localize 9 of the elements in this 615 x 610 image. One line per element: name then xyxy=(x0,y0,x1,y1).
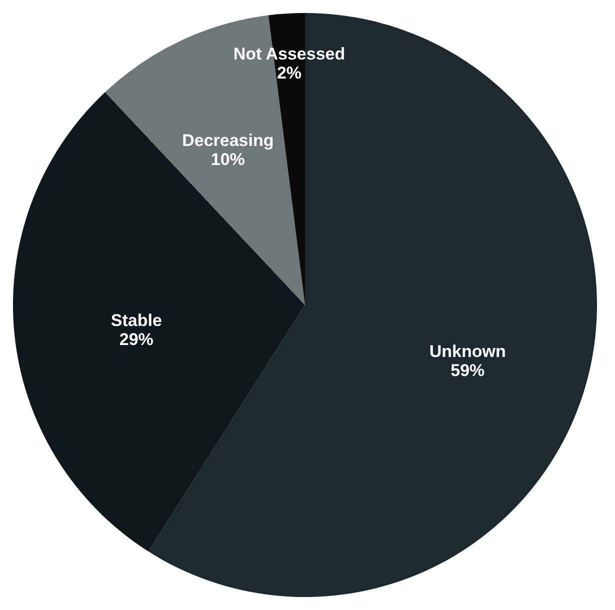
data-label: 59% xyxy=(450,361,485,380)
data-label: 2% xyxy=(276,63,302,82)
data-label: 29% xyxy=(119,330,154,349)
slice-label: Decreasing xyxy=(182,131,274,150)
slice-label: Unknown xyxy=(429,342,506,362)
pie-slice xyxy=(13,92,305,552)
slice-label: Not Assessed xyxy=(233,44,346,64)
slice-label: Stable xyxy=(110,310,162,330)
data-label: 10% xyxy=(210,150,245,170)
